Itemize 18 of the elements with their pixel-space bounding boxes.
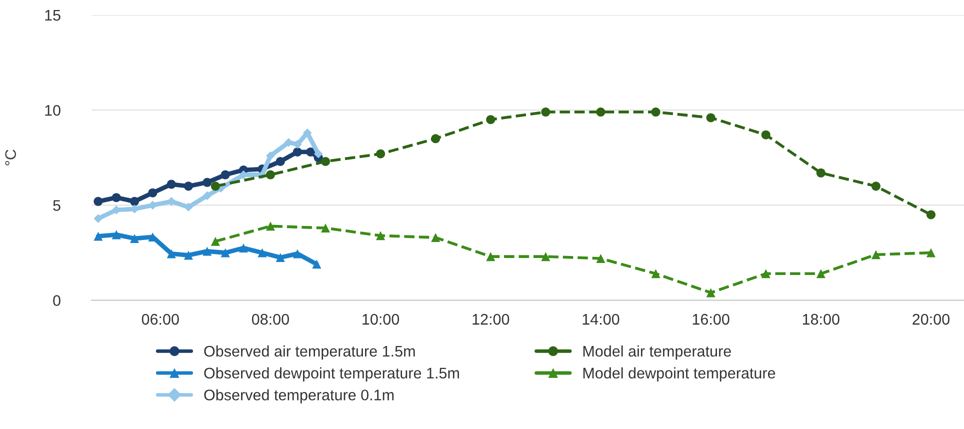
x-tick-label: 20:00 bbox=[912, 314, 950, 325]
legend-label: Model dewpoint temperature bbox=[583, 367, 776, 382]
x-tick-label: 10:00 bbox=[362, 314, 400, 325]
x-tick-label: 16:00 bbox=[692, 314, 730, 325]
legend-label: Observed temperature 0.1m bbox=[204, 389, 394, 404]
x-tick-label: 08:00 bbox=[252, 314, 289, 325]
x-tick-label: 14:00 bbox=[582, 314, 620, 325]
y-tick-label: 0 bbox=[53, 295, 60, 306]
legend-label: Observed air temperature 1.5m bbox=[204, 345, 415, 360]
x-tick-label: 12:00 bbox=[472, 314, 510, 325]
legend-label: Observed dewpoint temperature 1.5m bbox=[204, 367, 459, 382]
y-tick-label: 5 bbox=[53, 200, 60, 211]
y-axis-title: °C bbox=[5, 150, 16, 166]
legend-label: Model air temperature bbox=[583, 345, 731, 360]
x-tick-label: 06:00 bbox=[142, 314, 179, 325]
x-tick-label: 18:00 bbox=[802, 314, 840, 325]
y-tick-label: 15 bbox=[45, 10, 60, 21]
y-tick-label: 10 bbox=[45, 104, 60, 116]
